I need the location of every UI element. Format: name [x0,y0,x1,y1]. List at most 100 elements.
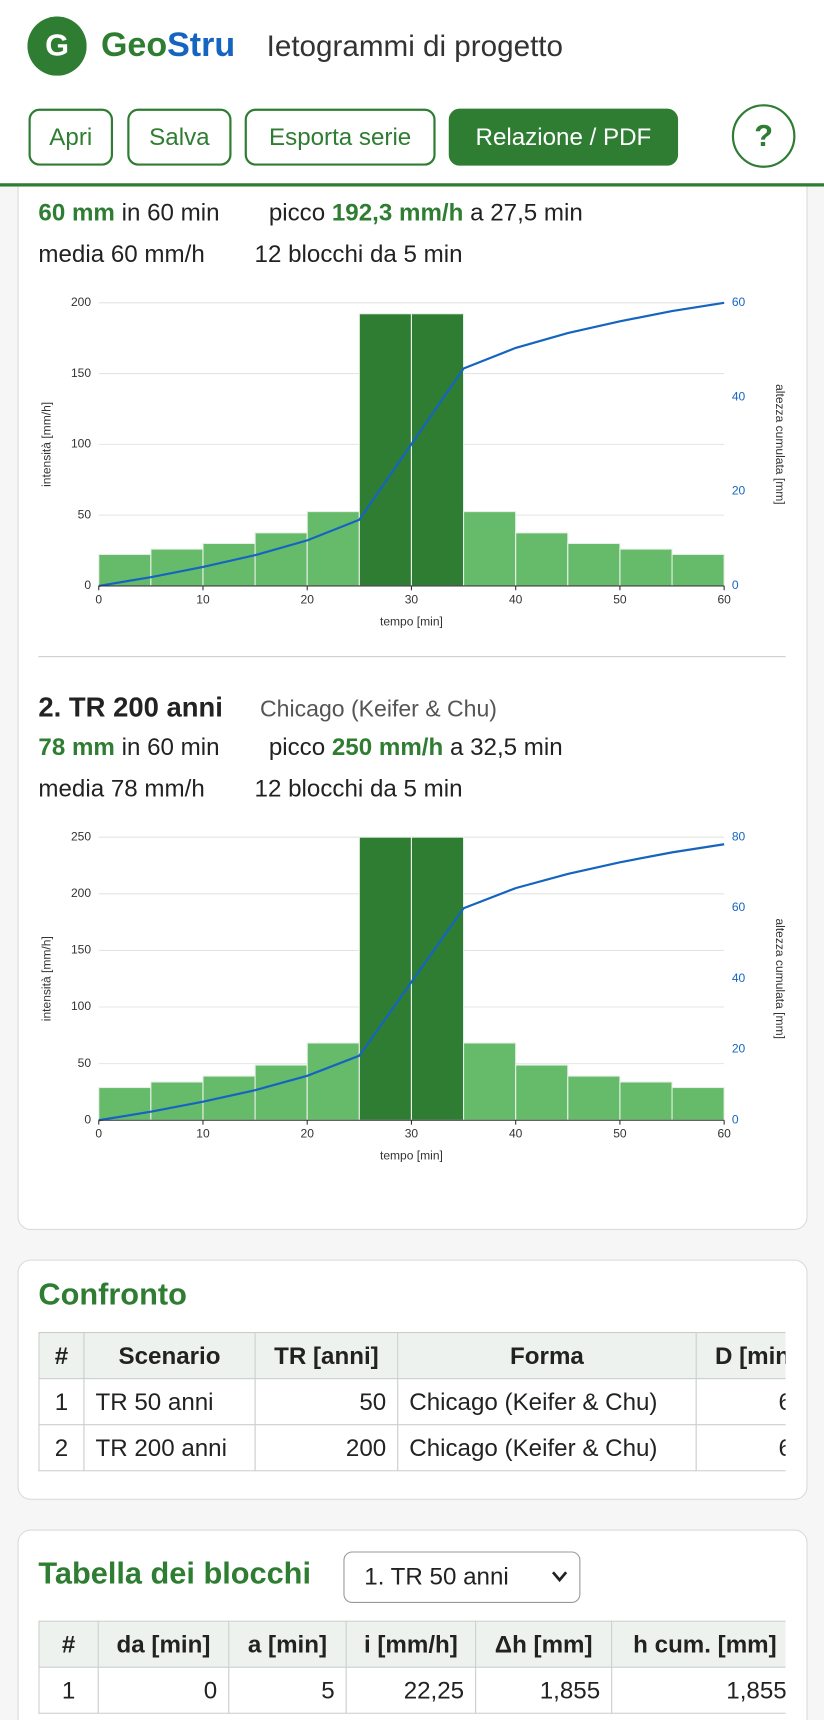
x-tick-label: 20 [301,1127,315,1141]
section-title: Tabella dei blocchi [38,1555,311,1590]
brand: GeoStru [101,24,235,66]
chevron [551,1571,568,1583]
bar [202,1075,256,1121]
brand-stru: Stru [167,25,236,64]
column-header: D [min] [695,1332,786,1380]
button[interactable]: Apri [28,108,114,166]
blocks-table: # da [min] a [min] i [mm/h] Δh [mm] h cum. [m… [38,1620,786,1714]
y2-axis-label: altezza cumulata [mm] [773,384,787,505]
x-tick-label: 30 [405,592,419,606]
y2-tick-label: 60 [732,295,746,309]
bar [567,1075,621,1121]
bar [254,532,308,587]
help-button[interactable]: ? [731,104,796,168]
y-tick-label: 150 [71,366,91,380]
bar [306,1042,360,1121]
y-axis-label: intensità [mm/h] [39,402,53,487]
scenario-select[interactable]: 1. TR 50 anni [343,1551,581,1604]
app-header: G GeoStru Ietogrammi di progetto Apri Sa… [0,0,824,187]
x-tick-label: 60 [717,1127,731,1141]
y2-tick-label: 20 [732,1042,746,1056]
column-header: i [mm/h] [345,1620,477,1668]
x-tick-label: 0 [95,592,102,606]
table-wrap: # da [min] a [min] i [mm/h] Δh [mm] h cum. [m… [38,1620,786,1714]
bar [463,1042,517,1121]
cell: TR 50 anni [83,1378,256,1426]
x-axis-label: tempo [min] [380,1149,443,1163]
peak-label: picco [268,732,326,761]
column-header: Forma [397,1332,697,1380]
duration: in 60 min [121,198,220,227]
y-tick-label: 50 [78,1056,92,1070]
bar [671,1086,725,1121]
x-tick-label: 20 [301,592,315,606]
logo-letter: G [45,27,69,62]
header-row: # da [min] a [min] i [mm/h] Δh [mm] h cum. [m… [38,1620,786,1668]
y-tick-label: 200 [71,886,91,900]
bar [515,532,569,587]
peak: 192,3 mm/h [331,198,464,227]
bar [410,313,465,587]
button[interactable]: Esporta serie [244,108,436,166]
bar [671,553,725,587]
column-header: a [min] [228,1620,347,1668]
section-title: Confronto [38,1277,187,1312]
column-header: # [38,1332,85,1380]
scenario-shape: Chicago (Keifer & Chu) [260,696,497,722]
bar [619,1081,673,1121]
peak-label: picco [268,198,326,227]
chart: 0 50 100 150 200 250 0 20 40 60 80 0 10 20 30 40 50 60 tem… [39,829,786,1163]
cell: 1,855 [611,1666,786,1714]
y2-tick-label: 40 [732,389,746,403]
cell: Chicago (Keifer & Chu) [397,1424,697,1472]
cell: 0 [97,1666,230,1714]
bar [358,313,412,587]
y-tick-label: 50 [78,507,92,521]
y-axis-label: intensità [mm/h] [39,936,53,1021]
cell: TR 200 anni [83,1424,256,1472]
separator [38,656,786,658]
x-tick-label: 10 [196,1127,210,1141]
button[interactable]: Salva [127,108,232,166]
mean: media 78 mm/h [38,774,205,803]
column-header: Scenario [83,1332,256,1380]
blocks: 12 blocchi da 5 min [254,240,463,268]
blocks: 12 blocchi da 5 min [254,774,463,803]
x-tick-label: 10 [196,592,210,606]
row: 1 0 5 22,25 1,855 1,855 [38,1666,786,1714]
cell: 1 [38,1378,85,1426]
button[interactable]: Relazione / PDF [448,108,679,166]
cell: 1,855 [475,1666,613,1714]
y2-tick-label: 0 [732,578,739,592]
y-tick-label: 250 [71,829,91,843]
x-axis-label: tempo [min] [380,614,443,628]
y-tick-label: 150 [71,943,91,957]
cell: 60 [695,1378,786,1426]
bar [358,836,412,1121]
cell: 1 [38,1666,99,1714]
cell: 50 [254,1378,399,1426]
peak: 250 mm/h [331,732,444,761]
x-tick-label: 40 [509,592,523,606]
x-tick-label: 30 [405,1127,419,1141]
y-tick-label: 100 [71,437,91,451]
x-tick-label: 0 [95,1127,102,1141]
cell: 200 [254,1424,399,1472]
select-value: 1. TR 50 anni [364,1562,509,1590]
y-tick-label: 0 [84,578,91,592]
depth: 78 mm [38,732,115,761]
column-header: h cum. [mm] [611,1620,786,1668]
x-tick-label: 60 [717,592,731,606]
duration: in 60 min [121,732,220,761]
cell: 22,25 [345,1666,477,1714]
cell: Chicago (Keifer & Chu) [397,1378,697,1426]
depth: 60 mm [38,198,115,227]
y2-tick-label: 0 [732,1112,739,1126]
y2-tick-label: 60 [732,900,746,914]
